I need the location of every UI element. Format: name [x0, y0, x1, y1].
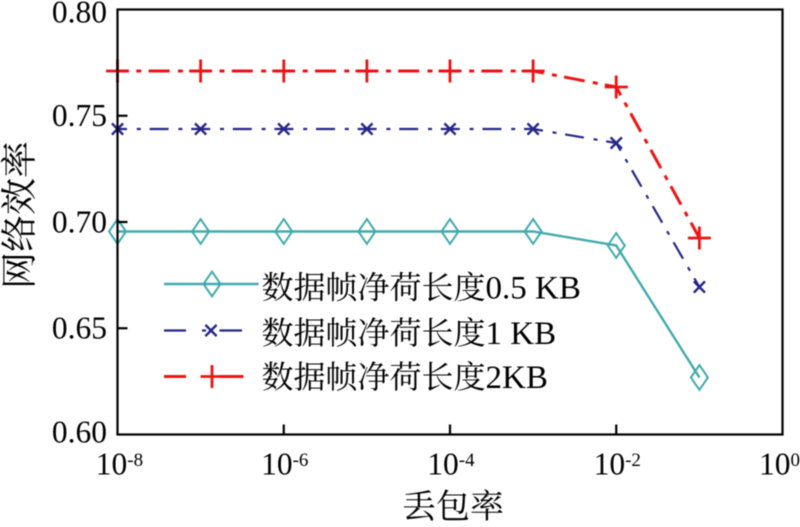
svg-text:0.60: 0.60 — [52, 415, 107, 450]
svg-text:0.70: 0.70 — [52, 204, 107, 239]
svg-text:1 KB: 1 KB — [486, 316, 557, 352]
svg-text:0.75: 0.75 — [52, 98, 107, 133]
svg-text:0.5 KB: 0.5 KB — [486, 271, 581, 307]
svg-text:0.65: 0.65 — [52, 311, 107, 346]
svg-text:0.80: 0.80 — [52, 0, 107, 30]
svg-text:2KB: 2KB — [486, 360, 548, 396]
